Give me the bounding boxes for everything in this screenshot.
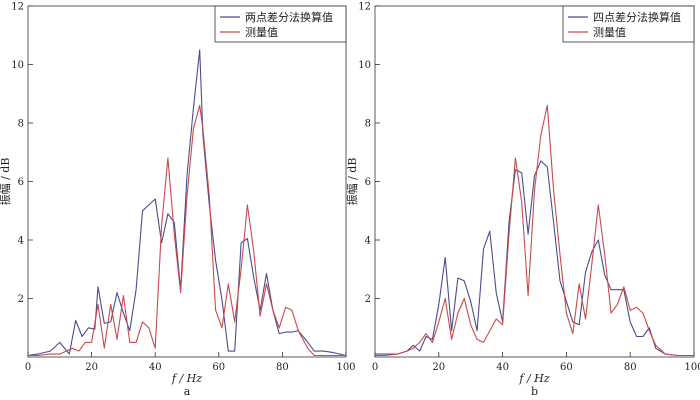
y-tick-label: 4 [365,236,371,247]
x-tick-label: 40 [496,362,509,373]
plot-frame [374,5,695,358]
chart-panel-b: 0 20 40 60 80 100 2 4 6 8 10 12 f / Hz 振幅 / dB b 四点差分法换… [345,2,700,399]
x-tick-label: 80 [276,362,289,373]
legend-label: 四点差分法换算值 [593,10,681,24]
legend-box [214,5,347,43]
y-tick-label: 6 [365,177,371,188]
y-tick-label: 10 [358,60,371,71]
x-tick-label: 100 [336,362,355,373]
x-tick-label: 20 [432,362,445,373]
x-tick-label: 60 [212,362,225,373]
y-tick-label: 4 [18,236,24,247]
x-tick-label: 0 [25,362,31,373]
y-tick-label: 2 [18,294,24,305]
series-line-measured [28,104,346,357]
panel-label: b [531,385,538,398]
y-tick-label: 12 [11,2,24,13]
y-tick-label: 2 [365,294,371,305]
series-line-calculated [27,49,347,357]
x-tick-label: 60 [560,362,573,373]
y-tick-label: 8 [18,119,24,130]
x-tick-label: 80 [624,362,637,373]
y-tick-label: 6 [18,177,24,188]
legend-box [562,5,695,43]
y-tick-label: 10 [11,60,24,71]
y-axis-title: 振幅 / dB [0,158,12,206]
y-axis-title: 振幅 / dB [345,158,359,206]
panel-label: a [184,385,191,398]
legend-label: 两点差分法换算值 [245,10,333,24]
x-axis-title: f / Hz [518,372,549,385]
x-tick-label: 0 [372,362,378,373]
x-axis-title: f / Hz [171,372,202,385]
x-tick-label: 100 [684,362,700,373]
y-tick-label: 8 [365,119,371,130]
x-tick-label: 40 [149,362,162,373]
legend-label: 测量值 [245,26,278,39]
legend-label: 测量值 [593,26,626,39]
x-tick-label: 20 [85,362,98,373]
chart-panel-a: 0 20 40 60 80 100 2 4 6 8 10 12 f / Hz 振幅 / dB a 两点差分法换… [0,2,356,399]
y-tick-label: 12 [358,2,371,13]
series-line-measured [375,104,694,357]
series-line-calculated [375,160,694,357]
